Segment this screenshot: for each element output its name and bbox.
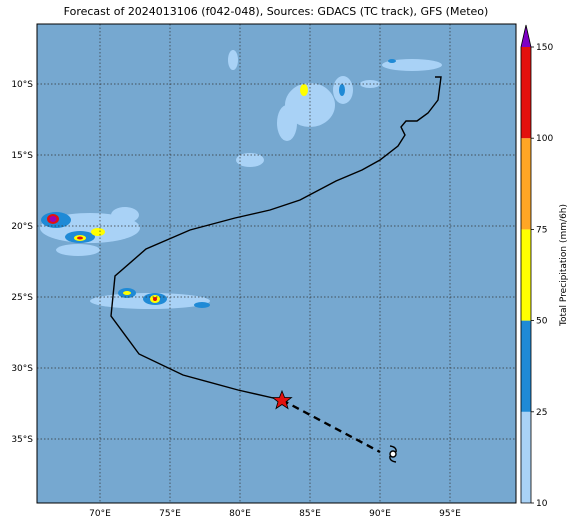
colorbar-extension xyxy=(521,25,531,47)
title: Forecast of 2024013106 (f042-048), Sourc… xyxy=(64,5,489,18)
grid xyxy=(37,24,516,503)
lon-tick-label: 95°E xyxy=(439,509,461,519)
colorbar-tick-label: 75 xyxy=(536,225,547,235)
colorbar-segment xyxy=(521,320,531,412)
lat-tick-label: 10°S xyxy=(11,80,33,90)
lon-tick-label: 75°E xyxy=(159,509,181,519)
colorbar-tick-label: 50 xyxy=(536,317,548,327)
colorbar-outline xyxy=(520,24,532,504)
lat-tick-label: 15°S xyxy=(11,151,33,161)
lon-tick-label: 90°E xyxy=(369,509,391,519)
lat-tick-label: 30°S xyxy=(11,364,33,374)
lon-tick-label: 85°E xyxy=(299,509,321,519)
tc-track-observed xyxy=(110,76,442,401)
colorbar: 10 25 50 75 100 150 xyxy=(520,24,553,509)
colorbar-segment xyxy=(521,138,531,230)
lat-tick-label: 35°S xyxy=(11,435,33,445)
precipitation xyxy=(40,50,442,309)
colorbar-tick-label: 10 xyxy=(536,499,548,509)
lon-tick-label: 80°E xyxy=(229,509,251,519)
lat-tick-label: 20°S xyxy=(11,222,33,232)
colorbar-segment xyxy=(521,411,531,503)
tc-track-forecast xyxy=(281,398,381,454)
map-frame xyxy=(36,23,517,504)
lat-tick-label: 25°S xyxy=(11,293,33,303)
lon-tick-label: 70°E xyxy=(89,509,111,519)
colorbar-segment xyxy=(521,47,531,139)
colorbar-tick-label: 150 xyxy=(536,43,553,53)
colorbar-label: Total Precipitation (mm/6h) xyxy=(559,204,569,327)
colorbar-tick-label: 25 xyxy=(536,408,547,418)
colorbar-tick-label: 100 xyxy=(536,134,553,144)
ocean xyxy=(37,24,516,503)
cyclone-symbol xyxy=(389,445,397,463)
current-position xyxy=(271,389,293,410)
map xyxy=(37,24,516,503)
colorbar-segment xyxy=(521,229,531,321)
